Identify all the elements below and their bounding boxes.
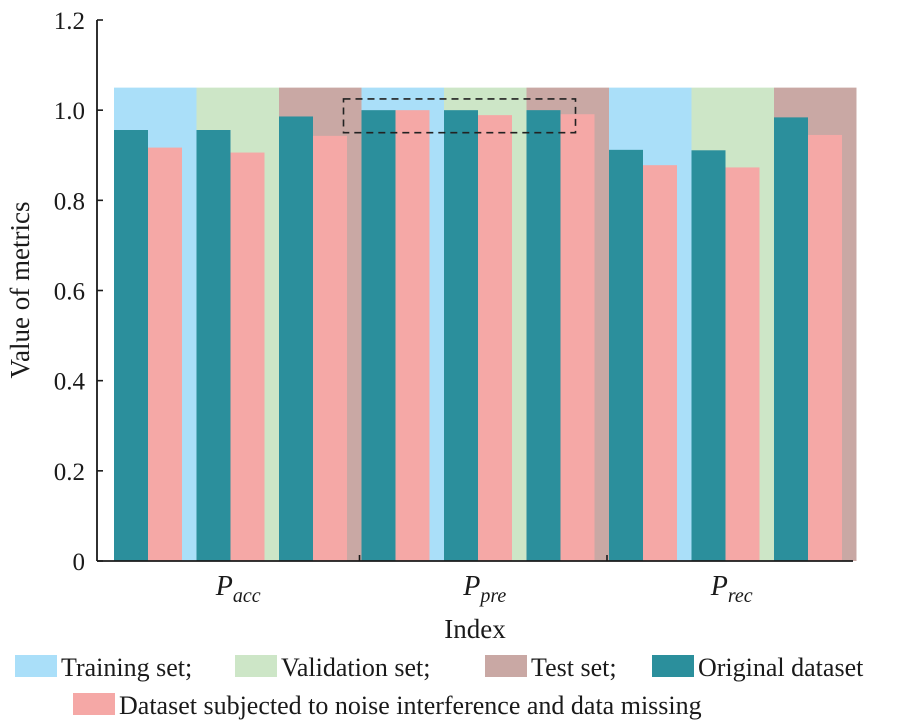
bar-rec-training-original [609, 149, 643, 561]
x-axis-title: Index [444, 614, 506, 644]
y-ticks: 0 0.2 0.4 0.6 0.8 1.0 1.2 [54, 8, 103, 576]
bar-pre-validation-noisy [478, 115, 512, 562]
legend: Training set; Validation set; Test set; Ori… [15, 653, 864, 720]
legend-original-label: Original dataset [698, 653, 864, 682]
bar-acc-training-original [114, 130, 148, 561]
bar-rec-training-noisy [643, 165, 677, 561]
bar-acc-validation-original [196, 130, 231, 561]
y-tick-label: 0.6 [54, 279, 85, 306]
y-tick-label: 0.8 [54, 188, 85, 215]
x-category-main: P [710, 571, 728, 602]
bar-rec-test-noisy [808, 134, 842, 561]
legend-validation-swatch [235, 655, 277, 677]
bar-acc-validation-noisy [230, 152, 265, 562]
legend-test-swatch [485, 655, 527, 677]
y-tick-label: 1.2 [54, 8, 85, 35]
bar-acc-test-noisy [313, 135, 347, 561]
bar-pre-test-original [526, 110, 561, 562]
x-category-label: Pacc [215, 571, 261, 607]
y-tick-label: 0.2 [54, 459, 85, 486]
legend-test-label: Test set; [531, 653, 617, 682]
bar-pre-test-noisy [560, 114, 595, 561]
x-category-main: P [215, 571, 233, 602]
x-category-label: Prec [710, 571, 753, 607]
x-category-subscript: pre [478, 585, 506, 607]
y-tick-label: 0.4 [54, 369, 86, 396]
x-category-label: Ppre [462, 571, 506, 607]
bar-rec-test-original [774, 117, 808, 561]
y-axis-title: Value of metrics [5, 202, 35, 379]
legend-original-swatch [652, 655, 694, 677]
legend-validation-label: Validation set; [281, 653, 430, 682]
bar-pre-validation-original [444, 110, 478, 562]
x-category-subscript: acc [233, 585, 261, 607]
y-tick-label: 0 [73, 549, 86, 576]
bar-acc-test-original [279, 116, 313, 561]
legend-training-swatch [15, 655, 57, 677]
legend-training-label: Training set; [61, 653, 192, 682]
x-category-subscript: rec [728, 585, 753, 607]
x-category-labels: Pacc Ppre Prec [215, 571, 753, 607]
legend-noisy-label: Dataset subjected to noise interference … [119, 691, 702, 720]
bar-pre-training-original [361, 110, 396, 562]
bar-rec-validation-noisy [725, 167, 760, 562]
legend-noisy-swatch [73, 693, 115, 715]
bar-rec-validation-original [691, 150, 726, 561]
x-category-main: P [462, 571, 480, 602]
bars [114, 110, 842, 562]
bar-acc-training-noisy [148, 147, 182, 562]
y-tick-label: 1.0 [54, 98, 85, 125]
bar-pre-training-noisy [395, 110, 430, 562]
